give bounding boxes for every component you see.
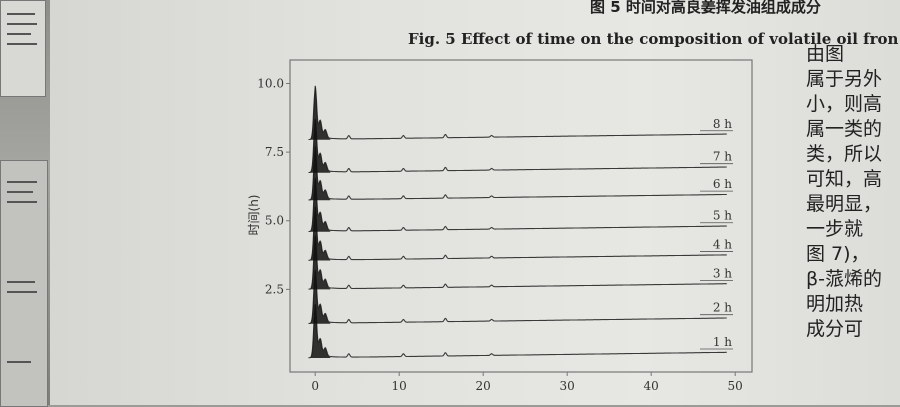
figure-caption-english: Fig. 5 Effect of time on the composition… bbox=[408, 30, 899, 48]
figure-caption-chinese: 图 5 时间对高良姜挥发油组成成分 bbox=[590, 0, 821, 16]
body-text-line: 属一类的 bbox=[806, 118, 883, 140]
body-text-line: 小，则高 bbox=[806, 93, 883, 115]
trace-5h bbox=[308, 177, 727, 233]
left-document-strip bbox=[0, 0, 50, 407]
trace-1h bbox=[308, 303, 727, 359]
y-tick-label: 10.0 bbox=[257, 76, 284, 90]
series-label: 8 h bbox=[713, 117, 732, 131]
trace-peak-fill bbox=[308, 119, 331, 173]
body-text-line: 可知，高 bbox=[806, 168, 883, 190]
body-text-line: 类，所以 bbox=[806, 143, 883, 165]
body-text-line: 最明显， bbox=[806, 193, 883, 215]
trace-6h bbox=[308, 146, 727, 201]
trace-peak-fill bbox=[308, 178, 331, 232]
thumbnail-page-1 bbox=[0, 0, 46, 97]
body-text-line: 明加热 bbox=[806, 293, 864, 315]
body-text-line: 图 7)， bbox=[806, 243, 870, 265]
series-label: 6 h bbox=[713, 177, 732, 191]
y-tick-label: 5.0 bbox=[265, 214, 284, 228]
body-text-line: 由图 bbox=[806, 43, 845, 65]
x-tick-label: 30 bbox=[560, 379, 575, 393]
body-text-line: 成分可 bbox=[806, 318, 864, 340]
x-tick-label: 20 bbox=[476, 379, 491, 393]
trace-peak-fill bbox=[308, 270, 331, 324]
series-label: 7 h bbox=[713, 150, 732, 164]
trace-7h bbox=[308, 118, 727, 174]
thumbnail-page-2 bbox=[0, 160, 48, 407]
paper-page bbox=[50, 0, 900, 405]
trace-2h bbox=[308, 269, 727, 324]
y-tick-label: 2.5 bbox=[265, 282, 284, 296]
body-text-line: 属于另外 bbox=[806, 68, 883, 90]
trace-3h bbox=[308, 235, 727, 290]
plot-frame bbox=[289, 59, 753, 373]
series-label: 5 h bbox=[713, 209, 732, 223]
series-label: 4 h bbox=[713, 238, 732, 252]
series-label: 2 h bbox=[713, 301, 732, 315]
trace-8h bbox=[308, 85, 727, 141]
x-tick-label: 50 bbox=[728, 379, 743, 393]
y-axis-label: 时间(h) bbox=[247, 195, 261, 236]
series-label: 1 h bbox=[713, 335, 732, 349]
x-tick-label: 40 bbox=[644, 379, 659, 393]
body-text-line: 一步就 bbox=[806, 218, 864, 240]
x-tick-label: 0 bbox=[311, 379, 319, 393]
trace-peak-fill bbox=[308, 207, 331, 261]
trace-peak-fill bbox=[308, 146, 331, 201]
trace-peak-fill bbox=[308, 86, 331, 140]
trace-peak-fill bbox=[308, 304, 331, 358]
body-text-line: β-蒎烯的 bbox=[806, 268, 882, 290]
y-tick-label: 7.5 bbox=[265, 145, 284, 159]
body-text-column: 由图属于另外小，则高属一类的类，所以可知，高最明显， 一步就图 7)， β-蒎烯的明… bbox=[806, 42, 900, 342]
trace-peak-fill bbox=[308, 235, 331, 290]
x-tick-label: 10 bbox=[392, 379, 407, 393]
trace-4h bbox=[308, 206, 727, 261]
series-label: 3 h bbox=[713, 266, 732, 280]
